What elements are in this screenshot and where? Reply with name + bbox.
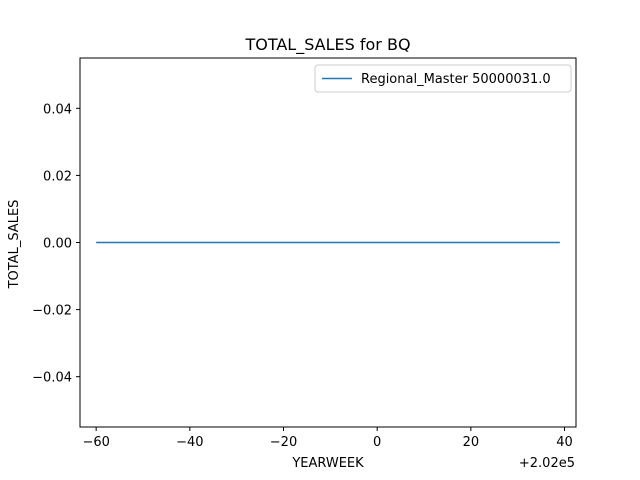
y-tick-label: 0.02 <box>43 169 72 184</box>
chart-title: TOTAL_SALES for BQ <box>244 35 410 55</box>
x-tick-label: 0 <box>373 435 381 450</box>
y-axis-label: TOTAL_SALES <box>7 200 22 290</box>
x-tick-label: −20 <box>270 435 297 450</box>
legend: Regional_Master 50000031.0 <box>314 64 572 93</box>
y-tick-label: −0.02 <box>32 304 72 319</box>
x-axis-label: YEARWEEK <box>291 456 364 471</box>
legend-label: Regional_Master 50000031.0 <box>361 72 551 87</box>
x-tick-label: −60 <box>82 435 109 450</box>
legend-box <box>314 64 572 93</box>
y-tick-label: −0.04 <box>32 371 72 386</box>
x-tick-label: −40 <box>176 435 203 450</box>
x-axis: −60 −40 −20 0 20 40 <box>82 427 573 450</box>
y-axis: −0.04 −0.02 0.00 0.02 0.04 <box>32 102 80 386</box>
y-tick-label: 0.00 <box>43 237 72 252</box>
x-tick-label: 20 <box>463 435 480 450</box>
x-tick-label: 40 <box>556 435 573 450</box>
x-axis-offset-label: +2.02e5 <box>519 456 575 471</box>
y-tick-label: 0.04 <box>43 102 72 117</box>
